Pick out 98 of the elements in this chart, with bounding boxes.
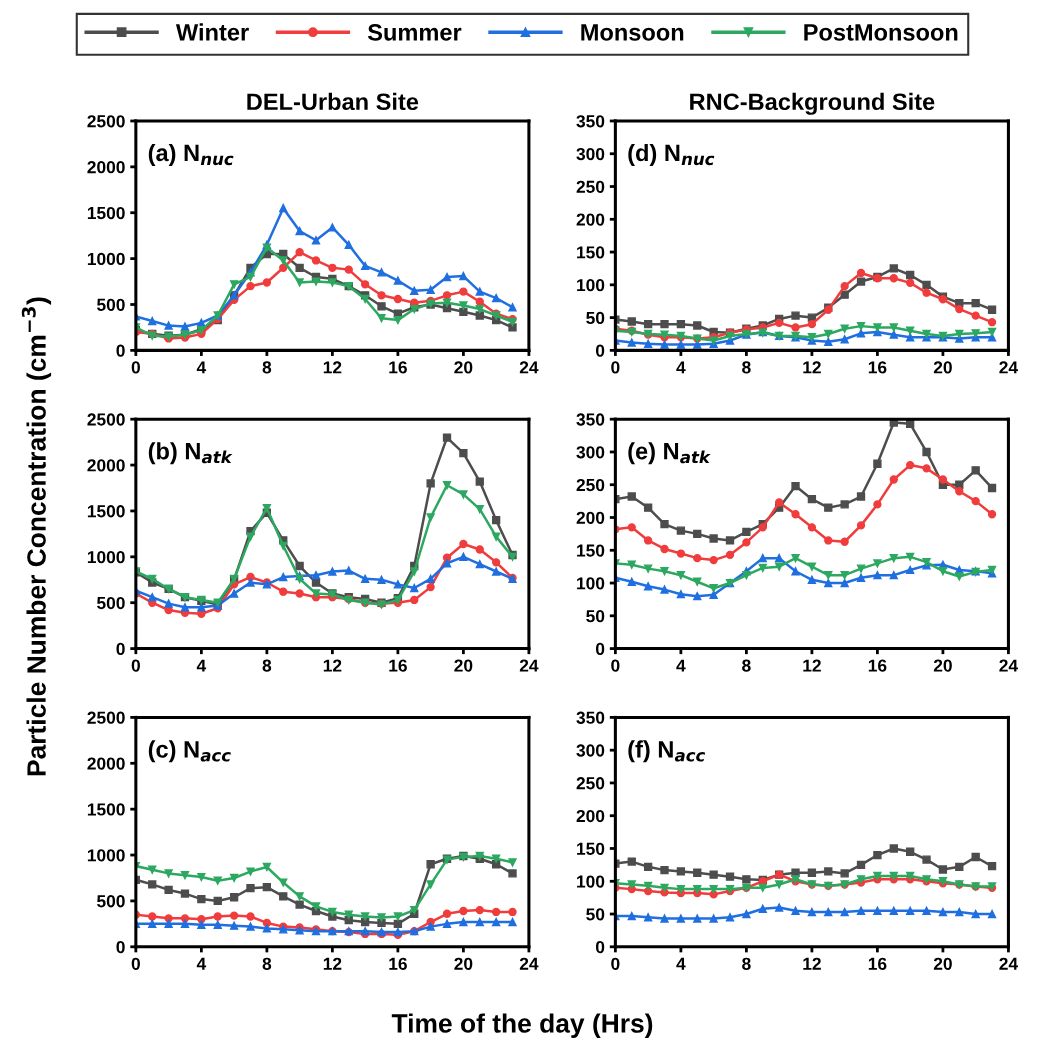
annotation: (e) N$_{atk}$	[628, 442, 711, 465]
y-tick-label: 500	[97, 298, 125, 311]
y-tick-label: 0	[595, 940, 605, 954]
x-tick-label: 8	[262, 361, 272, 374]
y-tick-label: 0	[595, 344, 605, 357]
x-tick-label: 24	[519, 957, 539, 970]
x-tick-label: 8	[262, 957, 272, 970]
y-tick-label: 1000	[87, 252, 125, 266]
y-tick-label: 2000	[87, 161, 125, 174]
x-tick-label: 20	[454, 361, 473, 374]
y-tick-label: 200	[576, 213, 605, 226]
legend-label: Summer	[367, 23, 462, 41]
chart-title: RNC-Background Site	[690, 92, 935, 115]
y-tick-label: 100	[577, 577, 605, 590]
x-tick-label: 20	[933, 957, 952, 970]
y-tick-label: 300	[576, 744, 605, 757]
x-tick-label: 0	[131, 957, 140, 970]
x-tick-label: 20	[454, 659, 473, 672]
annotation: (d) N$_{nuc}$	[628, 143, 715, 166]
x-tick-label: 12	[323, 659, 342, 672]
y-tick-label: 0	[116, 940, 125, 954]
y-tick-label: 300	[576, 147, 605, 161]
x-tick-label: 16	[868, 659, 887, 672]
x-tick-label: 20	[933, 361, 952, 374]
x-tick-label: 4	[676, 659, 686, 672]
x-tick-label: 24	[519, 659, 539, 672]
legend-label: PostMonsoon	[804, 24, 958, 41]
y-tick-label: 50	[586, 908, 605, 921]
x-tick-label: 16	[389, 361, 407, 374]
x-tick-label: 4	[676, 957, 686, 970]
x-tick-label: 12	[803, 957, 821, 970]
x-tick-label: 8	[742, 659, 751, 672]
x-tick-label: 16	[389, 957, 407, 970]
y-tick-label: 350	[576, 115, 605, 128]
x-tick-label: 8	[742, 957, 751, 970]
legend-label: Winter	[175, 23, 249, 41]
x-axis-title: Time of the day (Hrs)	[391, 1013, 653, 1038]
y-tick-label: 200	[576, 809, 605, 823]
x-tick-label: 24	[999, 659, 1018, 672]
y-tick-label: 2000	[87, 757, 125, 770]
y-tick-label: 1500	[87, 206, 125, 220]
x-tick-label: 8	[742, 361, 751, 374]
y-tick-label: 2500	[87, 413, 125, 426]
y-tick-label: 50	[586, 609, 605, 623]
annotation: (a) N$_{nuc}$	[148, 143, 234, 166]
y-tick-label: 2500	[87, 115, 125, 128]
x-tick-label: 4	[196, 659, 207, 672]
y-tick-label: 350	[576, 413, 605, 426]
y-tick-label: 1500	[87, 803, 125, 816]
x-tick-label: 12	[323, 361, 342, 374]
x-tick-label: 0	[131, 659, 140, 672]
y-tick-label: 250	[576, 777, 605, 790]
y-tick-label: 300	[576, 446, 605, 459]
x-tick-label: 0	[131, 361, 140, 374]
chart-title: DEL-Urban Site	[247, 92, 419, 111]
y-tick-label: 0	[595, 642, 605, 656]
y-tick-label: 50	[586, 311, 605, 325]
y-tick-label: 150	[577, 246, 605, 259]
y-tick-label: 350	[576, 711, 605, 724]
annotation: (f) N$_{acc}$	[628, 740, 706, 763]
x-tick-label: 12	[803, 361, 821, 374]
x-tick-label: 4	[196, 361, 207, 374]
annotation: (b) N$_{atk}$	[148, 442, 233, 465]
x-tick-label: 12	[323, 957, 342, 970]
x-tick-label: 24	[999, 361, 1018, 374]
x-tick-label: 0	[611, 957, 620, 970]
y-tick-label: 1000	[87, 551, 125, 564]
x-tick-label: 0	[611, 361, 620, 374]
y-tick-label: 150	[577, 544, 605, 557]
x-tick-label: 24	[999, 957, 1018, 970]
x-tick-label: 20	[454, 957, 473, 970]
x-tick-label: 12	[803, 659, 821, 672]
x-tick-label: 20	[933, 659, 952, 672]
y-tick-label: 250	[576, 478, 605, 492]
y-tick-label: 1500	[87, 505, 125, 518]
y-axis-title: Particle Number Concentration (cm$^{−3}$)	[21, 297, 52, 776]
y-tick-label: 100	[577, 279, 605, 292]
y-tick-label: 100	[577, 875, 605, 888]
y-tick-label: 250	[576, 180, 605, 193]
y-tick-label: 0	[116, 642, 125, 656]
x-tick-label: 24	[519, 361, 539, 374]
y-tick-label: 150	[577, 842, 605, 855]
y-tick-label: 200	[576, 511, 605, 524]
x-tick-label: 0	[611, 659, 620, 672]
y-tick-label: 2500	[87, 711, 125, 724]
legend-label: Monsoon	[581, 24, 684, 41]
x-tick-label: 4	[196, 957, 207, 970]
y-tick-label: 1000	[87, 849, 125, 862]
y-tick-label: 500	[97, 895, 125, 908]
y-tick-label: 2000	[87, 459, 125, 472]
x-tick-label: 4	[676, 361, 686, 374]
x-tick-label: 16	[868, 361, 887, 374]
x-tick-label: 8	[262, 659, 272, 672]
y-tick-label: 0	[116, 344, 125, 357]
x-tick-label: 16	[868, 957, 887, 970]
x-tick-label: 16	[389, 659, 407, 672]
y-tick-label: 500	[97, 596, 125, 610]
annotation: (c) N$_{acc}$	[148, 740, 231, 763]
